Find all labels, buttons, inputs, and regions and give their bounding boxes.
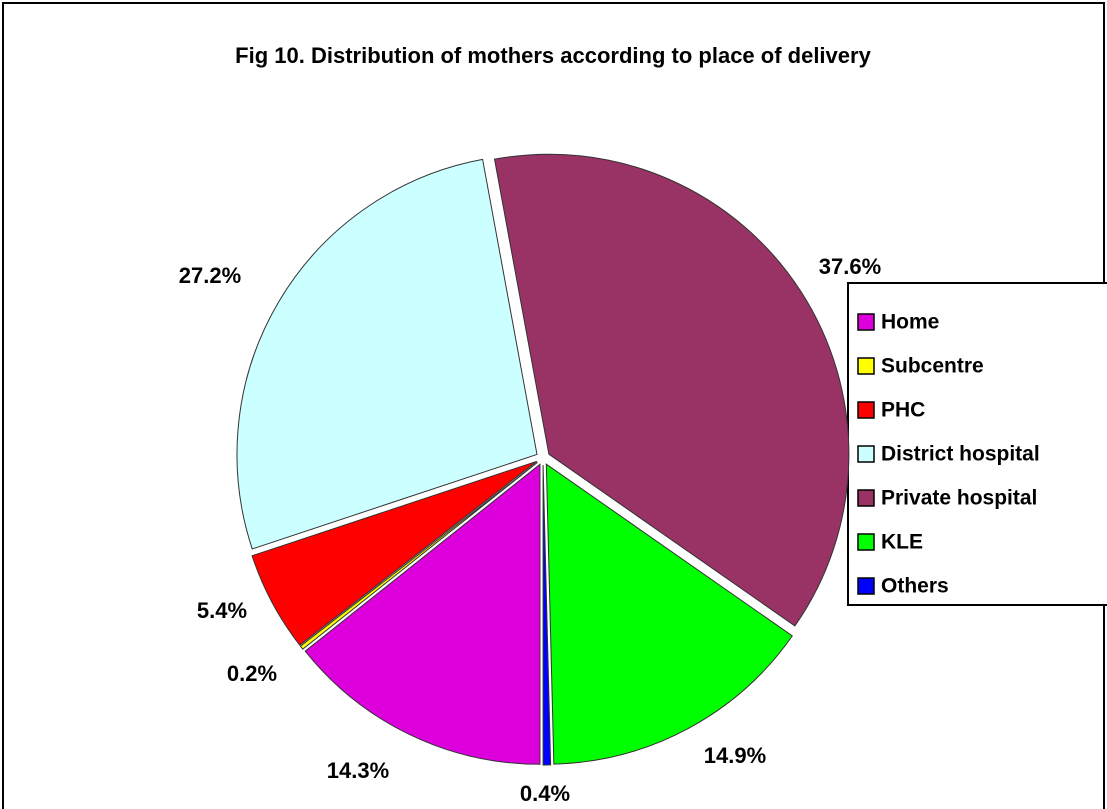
- data-label: 0.4%: [520, 781, 570, 806]
- chart-title: Fig 10. Distribution of mothers accordin…: [235, 43, 871, 68]
- legend-label: Home: [881, 311, 939, 334]
- pie-slice: [251, 460, 538, 646]
- legend-swatch: [857, 313, 875, 331]
- legend-swatch: [857, 401, 875, 419]
- data-label: 27.2%: [179, 263, 241, 288]
- pie-slice: [299, 461, 538, 650]
- legend-swatch: [857, 445, 875, 463]
- pie-slice: [493, 153, 850, 627]
- legend-label: District hospital: [881, 443, 1040, 466]
- data-label: 0.2%: [227, 661, 277, 686]
- data-label: 14.3%: [327, 758, 389, 783]
- legend-label: KLE: [881, 531, 923, 554]
- pie-slice: [545, 463, 793, 765]
- legend-swatch: [857, 577, 875, 595]
- legend-label: Subcentre: [881, 355, 984, 378]
- legend-swatch: [857, 489, 875, 507]
- data-label: 14.9%: [704, 743, 766, 768]
- legend-label: PHC: [881, 399, 925, 422]
- legend-label: Others: [881, 575, 949, 598]
- data-label: 37.6%: [819, 254, 881, 279]
- legend-box: [847, 282, 1107, 606]
- legend-label: Private hospital: [881, 487, 1037, 510]
- legend-swatch: [857, 533, 875, 551]
- pie-slice: [236, 158, 538, 550]
- data-label: 5.4%: [197, 598, 247, 623]
- pie-slice: [542, 464, 552, 766]
- legend-swatch: [857, 357, 875, 375]
- pie-slice: [304, 463, 541, 765]
